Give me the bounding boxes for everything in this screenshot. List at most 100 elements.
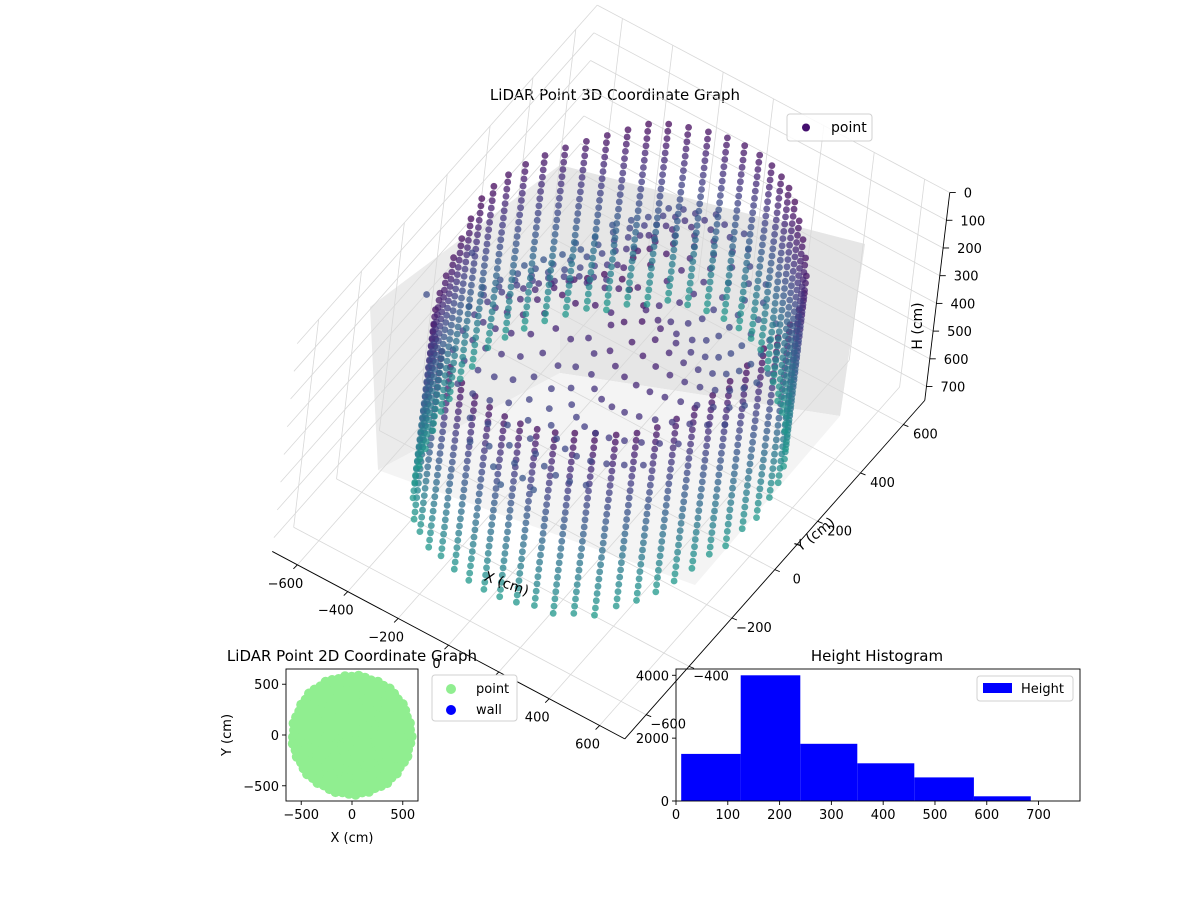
- point3d: [675, 534, 683, 542]
- point3d: [783, 318, 791, 326]
- point3d: [651, 445, 659, 453]
- point3d: [612, 431, 620, 439]
- point3d: [681, 491, 688, 498]
- point3d: [754, 277, 762, 285]
- point3d: [423, 291, 430, 298]
- point3d: [448, 373, 456, 381]
- point3d: [462, 258, 470, 266]
- point3d: [613, 595, 621, 603]
- point3d: [774, 202, 782, 210]
- point3d: [681, 378, 689, 386]
- point3d: [647, 474, 655, 482]
- point3d: [630, 243, 638, 251]
- point3d: [668, 418, 676, 426]
- point3d: [762, 303, 770, 310]
- point3d: [775, 390, 782, 398]
- point3d: [463, 464, 470, 472]
- grid-y-side: [293, 319, 320, 528]
- point3d: [539, 173, 546, 181]
- point3d: [486, 535, 494, 543]
- point3d: [742, 496, 749, 504]
- point3d: [454, 264, 462, 271]
- point3d: [653, 431, 660, 439]
- point3d: [677, 398, 685, 406]
- plot2d-legend-wall-marker: [446, 705, 456, 715]
- point3d: [759, 234, 767, 242]
- point3d: [707, 271, 715, 279]
- point3d: [582, 481, 590, 489]
- point3d: [461, 339, 468, 347]
- point3d: [665, 289, 673, 297]
- point3d: [634, 284, 642, 291]
- point3d: [618, 559, 625, 567]
- point3d: [462, 332, 469, 339]
- point3d: [515, 434, 523, 442]
- point3d: [699, 171, 707, 179]
- point2d: [312, 778, 323, 788]
- point3d: [484, 344, 492, 352]
- point3d: [615, 285, 623, 293]
- point3d: [675, 203, 683, 211]
- point3d: [461, 265, 469, 273]
- point3d: [441, 279, 449, 287]
- point3d: [657, 185, 665, 193]
- point3d: [434, 464, 442, 472]
- point3d: [758, 359, 766, 367]
- point3d: [621, 373, 628, 381]
- point3d: [642, 517, 650, 525]
- point3d: [703, 442, 710, 450]
- point3d: [590, 247, 597, 255]
- point3d: [557, 180, 565, 188]
- point3d: [508, 276, 516, 284]
- point3d: [778, 409, 786, 416]
- point3d: [742, 266, 750, 274]
- histogram-x-tick-label: 400: [871, 808, 896, 823]
- point3d: [470, 260, 478, 267]
- point3d: [432, 405, 439, 413]
- point2d: [340, 671, 350, 682]
- point3d: [514, 584, 522, 592]
- point3d: [453, 544, 461, 551]
- histogram-bar: [973, 796, 1031, 801]
- point3d: [535, 280, 543, 287]
- point3d: [714, 478, 722, 486]
- point3d: [437, 552, 445, 560]
- point3d: [637, 561, 645, 568]
- point3d: [639, 171, 646, 179]
- point3d: [442, 364, 450, 372]
- point3d: [464, 244, 471, 252]
- point3d: [567, 465, 574, 473]
- point3d: [548, 385, 555, 393]
- point3d: [663, 135, 671, 143]
- point3d: [755, 492, 763, 500]
- point3d: [717, 457, 724, 464]
- point3d: [524, 416, 532, 424]
- point3d: [752, 180, 760, 188]
- point3d: [752, 299, 759, 306]
- histogram-x-tick-label: 500: [923, 808, 948, 823]
- point3d: [503, 185, 511, 193]
- point3d: [532, 587, 540, 595]
- point3d: [411, 508, 419, 516]
- point3d: [595, 575, 603, 583]
- point3d: [729, 484, 736, 492]
- point3d: [492, 325, 499, 333]
- point3d: [728, 250, 736, 258]
- point3d: [759, 324, 767, 332]
- point3d: [652, 228, 660, 236]
- grid-z-back: [587, 87, 940, 277]
- point3d: [709, 392, 717, 399]
- plot2d-legend-point-label: point: [476, 682, 509, 697]
- point3d: [691, 243, 698, 251]
- point3d: [646, 279, 653, 286]
- point3d: [505, 297, 513, 305]
- point3d: [750, 313, 758, 321]
- point3d: [441, 372, 449, 379]
- point3d: [775, 328, 783, 336]
- y-tick-label: 0: [793, 573, 801, 588]
- point3d: [756, 263, 764, 270]
- point3d: [572, 363, 580, 371]
- point3d: [482, 432, 490, 440]
- point3d: [457, 386, 465, 394]
- point3d: [765, 413, 772, 421]
